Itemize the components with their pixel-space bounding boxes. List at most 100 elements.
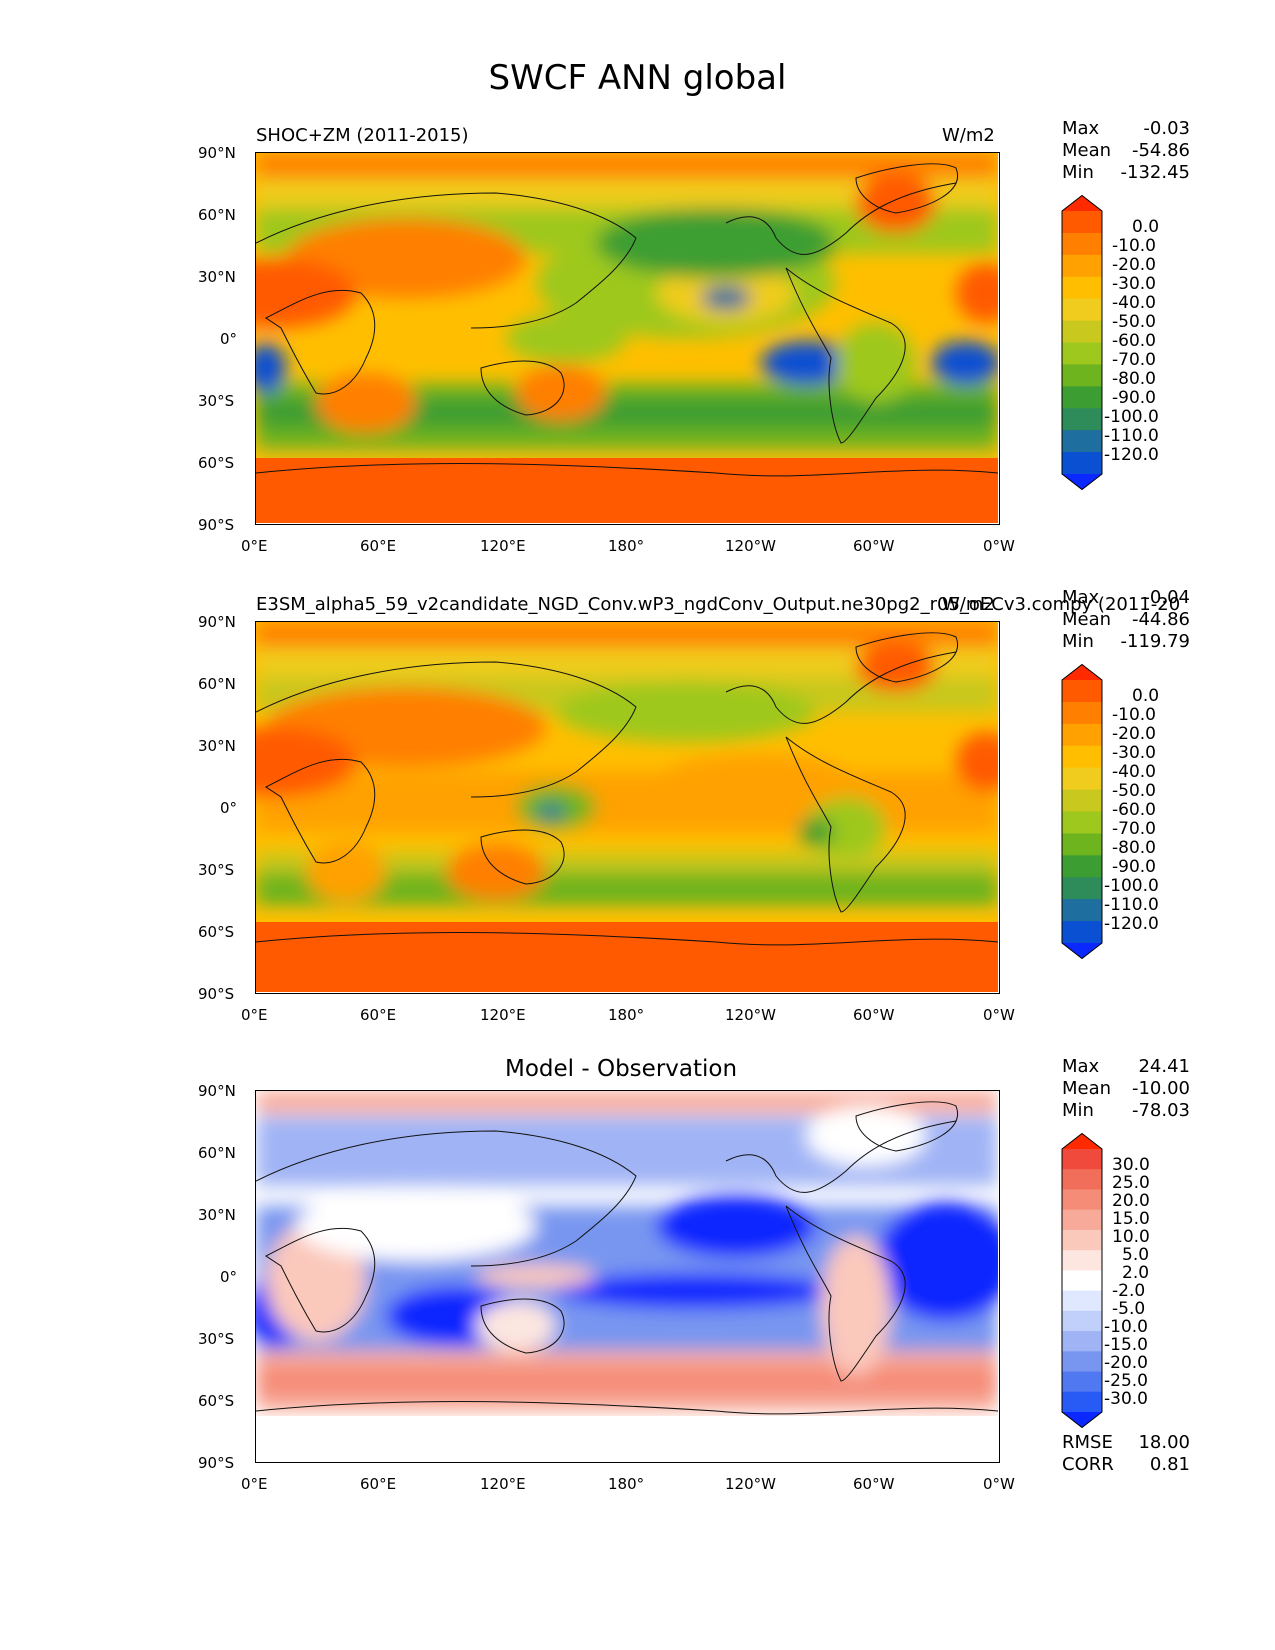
stat-max-label: Max (1062, 587, 1100, 608)
panel-3-lat-tick-60s: 60°S (198, 1392, 235, 1410)
colorbar-segment (1062, 877, 1102, 900)
panel-3-rmse: RMSE 18.00 (1062, 1432, 1190, 1454)
panel-3-lat-tick-60n: 60°N (198, 1144, 236, 1162)
panel-2-lon-tick-180: 180° (608, 1006, 645, 1024)
panel-1-cb-label: -60.0 (1112, 331, 1156, 351)
panel-1-cb-label: -40.0 (1112, 293, 1156, 313)
stat-max-value: -0.03 (1143, 118, 1190, 139)
panel-1-lat-tick-0: 0° (220, 330, 238, 348)
panel-1-cb-label: -120.0 (1104, 445, 1159, 465)
panel-3-cb-label: 2.0 (1122, 1263, 1150, 1283)
colorbar-outline (1061, 194, 1103, 491)
stat-mean-value: -54.86 (1131, 140, 1190, 161)
panel-3-lon-tick-180: 180° (608, 1475, 645, 1493)
panel-1-lat-tick-60s: 60°S (198, 454, 235, 472)
colorbar-segment (1062, 680, 1102, 703)
panel-1-lat-tick-90s: 90°S (198, 516, 235, 534)
panel-3-stat-min: Min -78.03 (1062, 1100, 1190, 1122)
stat-mean-value: -44.86 (1131, 609, 1190, 630)
colorbar-extend-top (1062, 1133, 1102, 1149)
colorbar-extend-top (1062, 664, 1102, 680)
colorbar-extend-bottom (1062, 943, 1102, 959)
panel-2-lon-tick-0w: 0°W (983, 1006, 1015, 1024)
panel-3-cb-label: 5.0 (1122, 1245, 1150, 1265)
colorbar-segment (1062, 921, 1102, 944)
panel-3-colorbar (1060, 1132, 1104, 1429)
panel-2-cb-label: -110.0 (1104, 895, 1159, 915)
colorbar-segment (1062, 855, 1102, 878)
stat-max-value: 24.41 (1138, 1056, 1190, 1077)
colorbar-segment (1062, 1209, 1102, 1231)
panel-2-lon-tick-0e: 0°E (241, 1006, 268, 1024)
panel-1-cb-label: -100.0 (1104, 407, 1159, 427)
panel-1-lat-tick-30n: 30°N (198, 268, 236, 286)
colorbar-segment (1062, 342, 1102, 365)
panel-3-lat-tick-90s: 90°S (198, 1454, 235, 1472)
panel-3-stat-max: Max 24.41 (1062, 1056, 1190, 1078)
colorbar-segment (1062, 723, 1102, 747)
panel-3-map (255, 1090, 1000, 1463)
panel-1-lat-tick-30s: 30°S (198, 392, 235, 410)
colorbar-segment (1062, 408, 1102, 431)
panel-2-title: E3SM_alpha5_59_v2candidate_NGD_Conv.wP3_… (256, 594, 1181, 615)
stat-mean-value: -10.00 (1131, 1078, 1190, 1099)
panel-3-lat-tick-30n: 30°N (198, 1206, 236, 1224)
colorbar-segment (1062, 1229, 1102, 1251)
panel-2-stat-mean: Mean -44.86 (1062, 609, 1190, 631)
panel-2-map (255, 621, 1000, 994)
panel-3-cb-label: -10.0 (1104, 1317, 1148, 1337)
stat-max-label: Max (1062, 1056, 1100, 1077)
colorbar-segment (1062, 211, 1102, 234)
panel-2-cb-label: -50.0 (1112, 781, 1156, 801)
colorbar-segment (1062, 745, 1102, 769)
rmse-label: RMSE (1062, 1432, 1113, 1453)
panel-1-lon-tick-60e: 60°E (360, 537, 397, 555)
colorbar-segment (1062, 1331, 1102, 1352)
colorbar-segment (1062, 1169, 1102, 1190)
panel-3-cb-label: -25.0 (1104, 1371, 1148, 1391)
panel-2-cb-label: -40.0 (1112, 762, 1156, 782)
stat-min-value: -119.79 (1120, 631, 1190, 652)
colorbar-outline (1061, 1132, 1103, 1429)
panel-1-cb-label: -10.0 (1112, 236, 1156, 256)
figure-title: SWCF ANN global (488, 58, 787, 98)
panel-1-lon-tick-120e: 120°E (480, 537, 526, 555)
panel-1-lon-tick-120w: 120°W (725, 537, 776, 555)
colorbar-segment (1062, 430, 1102, 453)
panel-3-cb-label: -5.0 (1112, 1299, 1146, 1319)
panel-1-lat-tick-60n: 60°N (198, 206, 236, 224)
panel-1-cb-label: -30.0 (1112, 274, 1156, 294)
colorbar-segment (1062, 1391, 1102, 1413)
panel-2-cb-label: 0.0 (1132, 686, 1160, 706)
panel-2-cb-label: -10.0 (1112, 705, 1156, 725)
panel-2-lon-tick-60e: 60°E (360, 1006, 397, 1024)
panel-3-cb-label: -30.0 (1104, 1389, 1148, 1409)
panel-2-units: W/m2 (942, 594, 995, 615)
panel-2-lon-tick-120e: 120°E (480, 1006, 526, 1024)
panel-1-cb-label: -90.0 (1112, 388, 1156, 408)
panel-1-stat-mean: Mean -54.86 (1062, 140, 1190, 162)
panel-2-cb-label: -20.0 (1112, 724, 1156, 744)
colorbar-extend-bottom (1062, 1412, 1102, 1428)
panel-1-lat-tick-90n: 90°N (198, 144, 236, 162)
stat-min-label: Min (1062, 1100, 1094, 1121)
panel-3-cb-label: 15.0 (1112, 1209, 1150, 1229)
panel-3-lat-tick-30s: 30°S (198, 1330, 235, 1348)
panel-2-lon-tick-60w: 60°W (853, 1006, 895, 1024)
panel-1-stat-min: Min -132.45 (1062, 162, 1190, 184)
stat-mean-label: Mean (1062, 140, 1112, 161)
panel-2-cb-label: -80.0 (1112, 838, 1156, 858)
colorbar-segment (1062, 386, 1102, 409)
colorbar-segment (1062, 1250, 1102, 1271)
stat-min-value: -132.45 (1120, 162, 1190, 183)
panel-1-cb-label: -80.0 (1112, 369, 1156, 389)
panel-2-stat-max: Max -0.04 (1062, 587, 1190, 609)
panel-3-lat-tick-0: 0° (220, 1268, 238, 1286)
panel-1-cb-label: -70.0 (1112, 350, 1156, 370)
colorbar-segment (1062, 232, 1102, 256)
panel-1-stat-max: Max -0.03 (1062, 118, 1190, 140)
panel-2-lat-tick-60n: 60°N (198, 675, 236, 693)
panel-2-lat-tick-60s: 60°S (198, 923, 235, 941)
panel-3-cb-label: 10.0 (1112, 1227, 1150, 1247)
colorbar-segment (1062, 1290, 1102, 1312)
